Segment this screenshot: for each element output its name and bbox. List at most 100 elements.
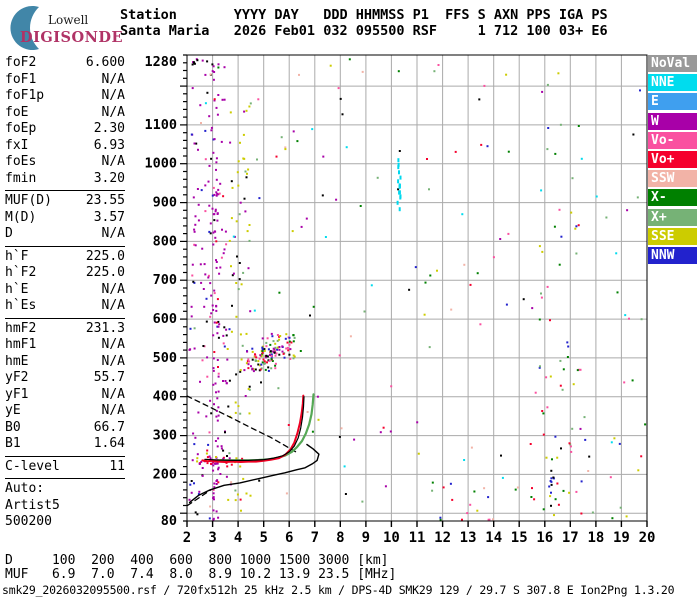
parameter-value: 3.20 [93, 170, 125, 186]
svg-text:700: 700 [153, 272, 177, 288]
parameter-row: hmF1 N/A [5, 337, 125, 354]
parameter-label: h`Es [5, 298, 37, 313]
parameter-row: yF1 N/A [5, 387, 125, 404]
parameter-row: h`F 225.0 [5, 249, 125, 266]
svg-text:19: 19 [613, 530, 630, 546]
parameter-label: foEp [5, 121, 37, 136]
panel-divider [5, 317, 125, 319]
svg-text:15: 15 [511, 530, 528, 546]
svg-text:300: 300 [153, 428, 177, 444]
legend-item-ssw: SSW [648, 170, 697, 188]
parameter-row: foF1p N/A [5, 88, 125, 105]
parameter-value: N/A [101, 154, 125, 169]
svg-text:20: 20 [639, 530, 656, 546]
panel-text-row: Artist5 [5, 497, 60, 513]
header-block: Station YYYY DAY DDD HHMMSS P1 FFS S AXN… [120, 7, 608, 39]
parameter-value: N/A [101, 226, 125, 241]
parameter-value: N/A [101, 71, 125, 87]
parameter-row: h`E N/A [5, 282, 125, 299]
muf-row: MUF 6.9 7.0 7.4 8.0 8.9 10.2 13.9 23.5 [… [5, 567, 397, 582]
panel-text-row: Auto: [5, 481, 45, 496]
svg-text:600: 600 [153, 311, 177, 327]
svg-text:13: 13 [460, 530, 477, 546]
parameter-value: N/A [101, 281, 125, 297]
parameter-row: h`Es N/A [5, 298, 125, 315]
svg-text:11: 11 [409, 530, 426, 546]
parameter-label: yE [5, 403, 21, 418]
logo-text-lowell: Lowell [48, 13, 89, 27]
parameter-label: fxI [5, 137, 29, 153]
legend-item-nne: NNE [648, 74, 697, 92]
parameter-label: fmin [5, 170, 37, 186]
legend-item-noval: NoVal [648, 55, 697, 72]
parameter-row: foEs N/A [5, 154, 125, 171]
parameter-value: 225.0 [85, 265, 125, 280]
legend-item-w: W [648, 112, 697, 130]
svg-text:3: 3 [208, 530, 216, 546]
parameter-value: 23.55 [85, 193, 125, 208]
header-values-line: Santa Maria 2026 Feb01 032 095500 RSF 1 … [120, 23, 608, 39]
logo-crescent-icon [10, 6, 39, 50]
parameter-label: B1 [5, 436, 21, 451]
svg-text:400: 400 [153, 389, 177, 405]
parameter-label: M(D) [5, 209, 37, 225]
parameter-label: hmE [5, 353, 29, 369]
file-info-footer: smk29_2026032095500.rsf / 720fx512h 25 k… [2, 583, 675, 597]
parameter-label: C-level [5, 458, 60, 474]
parameter-row: C-level 11 [5, 459, 125, 476]
parameter-label: foF1p [5, 88, 45, 103]
legend-item-x: X- [648, 189, 697, 207]
panel-divider [5, 455, 125, 457]
parameter-row: h`F2 225.0 [5, 265, 125, 282]
parameter-row: foEp 2.30 [5, 121, 125, 138]
parameter-label: foF1 [5, 71, 37, 87]
svg-text:80: 80 [161, 513, 177, 529]
legend-item-nnw: NNW [648, 246, 697, 264]
svg-text:9: 9 [362, 530, 370, 546]
svg-text:1280: 1280 [144, 54, 177, 70]
parameter-label: foE [5, 104, 29, 120]
svg-text:8: 8 [336, 530, 344, 546]
parameter-row: yF2 55.7 [5, 370, 125, 387]
parameter-value: 3.57 [93, 209, 125, 225]
parameter-value: N/A [101, 298, 125, 313]
parameter-value: N/A [101, 386, 125, 402]
parameter-row: foF2 6.600 [5, 55, 125, 72]
svg-text:200: 200 [153, 466, 177, 482]
parameter-value: N/A [101, 88, 125, 103]
panel-text-row: 500200 [5, 514, 52, 529]
svg-text:2: 2 [183, 530, 191, 546]
svg-text:6: 6 [285, 530, 293, 546]
parameter-label: yF1 [5, 386, 29, 402]
parameter-label: D [5, 226, 13, 241]
parameter-value: 66.7 [93, 419, 125, 435]
svg-text:18: 18 [587, 530, 604, 546]
parameter-panel: foF2 6.600 foF1 N/A foF1p N/A foE N/A foEp 2.30 fx… [5, 55, 125, 531]
parameter-label: foF2 [5, 55, 37, 70]
parameter-value: 55.7 [93, 370, 125, 385]
parameter-value: 6.600 [85, 55, 125, 70]
panel-divider [5, 245, 125, 247]
parameter-label: h`F2 [5, 265, 37, 280]
svg-text:5: 5 [259, 530, 267, 546]
parameter-row: fxI 6.93 [5, 138, 125, 155]
parameter-label: MUF(D) [5, 193, 52, 208]
parameter-label: hmF2 [5, 320, 37, 336]
svg-text:16: 16 [536, 530, 553, 546]
legend-item-x: X+ [648, 208, 697, 226]
legend-item-vo: Vo+ [648, 150, 697, 168]
parameter-label: h`F [5, 248, 29, 264]
parameter-row: fmin 3.20 [5, 171, 125, 188]
legend-item-vo: Vo- [648, 131, 697, 149]
echo-direction-legend: NoVal NNE E W Vo- Vo+ SSW X- X+ SSE NNW [648, 55, 697, 266]
svg-text:800: 800 [153, 233, 177, 249]
parameter-row: hmF2 231.3 [5, 321, 125, 338]
parameter-row: D N/A [5, 226, 125, 243]
parameter-row: B1 1.64 [5, 436, 125, 453]
parameter-value: 2.30 [93, 121, 125, 136]
svg-text:10: 10 [383, 530, 400, 546]
distance-row: D 100 200 400 600 800 1000 1500 3000 [km… [5, 553, 389, 568]
logo-text-digisonde: DIGISONDE [20, 29, 124, 46]
